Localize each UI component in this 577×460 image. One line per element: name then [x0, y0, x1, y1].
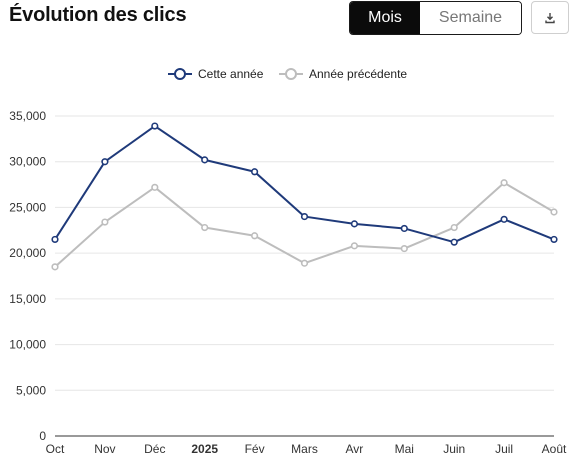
- x-tick-label: Avr: [346, 442, 364, 456]
- x-tick-label: Mai: [395, 442, 414, 456]
- data-point: [350, 220, 359, 228]
- legend-label: Année précédente: [309, 67, 407, 81]
- data-point: [300, 259, 309, 267]
- y-tick-label: 10,000: [9, 338, 46, 352]
- data-point: [251, 168, 259, 176]
- toggle-month-button[interactable]: Mois: [350, 2, 420, 34]
- x-tick-label: Déc: [144, 442, 165, 456]
- download-button[interactable]: [531, 1, 569, 34]
- x-tick-label: Oct: [46, 442, 65, 456]
- data-point: [151, 183, 159, 191]
- data-point: [500, 179, 508, 187]
- download-icon: [545, 12, 555, 23]
- data-point: [151, 122, 159, 130]
- x-tick-label: Juin: [443, 442, 465, 456]
- x-tick-label: Mars: [291, 442, 318, 456]
- data-point: [400, 224, 408, 233]
- chart-title: Évolution des clics: [9, 4, 187, 26]
- x-tick-label: Fév: [245, 442, 265, 456]
- data-point: [201, 223, 209, 232]
- data-point: [251, 232, 259, 240]
- data-point: [300, 212, 309, 221]
- period-toggle: Mois Semaine: [349, 1, 522, 35]
- data-point: [101, 218, 109, 226]
- x-tick-label: Juil: [495, 442, 513, 456]
- legend-label: Cette année: [198, 67, 264, 81]
- y-tick-label: 25,000: [9, 200, 46, 214]
- data-point: [51, 263, 59, 271]
- y-tick-label: 35,000: [9, 109, 46, 123]
- x-tick-label: Août: [542, 442, 567, 456]
- legend: Cette année Année précédente: [168, 67, 407, 81]
- data-point: [550, 208, 558, 216]
- x-tick-label: 2025: [191, 442, 218, 456]
- x-tick-label: Nov: [94, 442, 115, 456]
- y-tick-label: 15,000: [9, 292, 46, 306]
- data-point: [450, 223, 458, 232]
- y-tick-label: 0: [39, 429, 46, 443]
- data-point: [51, 235, 59, 244]
- y-tick-label: 5,000: [16, 383, 46, 397]
- data-point: [400, 244, 408, 253]
- data-point: [500, 215, 508, 223]
- grid-lines: [55, 115, 554, 437]
- legend-marker: [285, 68, 297, 80]
- data-point: [101, 158, 109, 166]
- toggle-week-button[interactable]: Semaine: [420, 2, 521, 34]
- axes: 0 5,000 10,000 15,000 20,000 25,000 30,000 35,0…: [9, 109, 567, 456]
- data-point: [450, 238, 458, 246]
- data-point: [201, 156, 209, 164]
- y-tick-label: 20,000: [9, 246, 46, 260]
- data-point: [350, 242, 359, 250]
- y-tick-label: 30,000: [9, 155, 46, 169]
- series: [51, 122, 558, 271]
- series-line: [54, 125, 555, 244]
- legend-marker: [174, 68, 186, 80]
- data-point: [550, 235, 558, 244]
- series-line: [54, 181, 555, 268]
